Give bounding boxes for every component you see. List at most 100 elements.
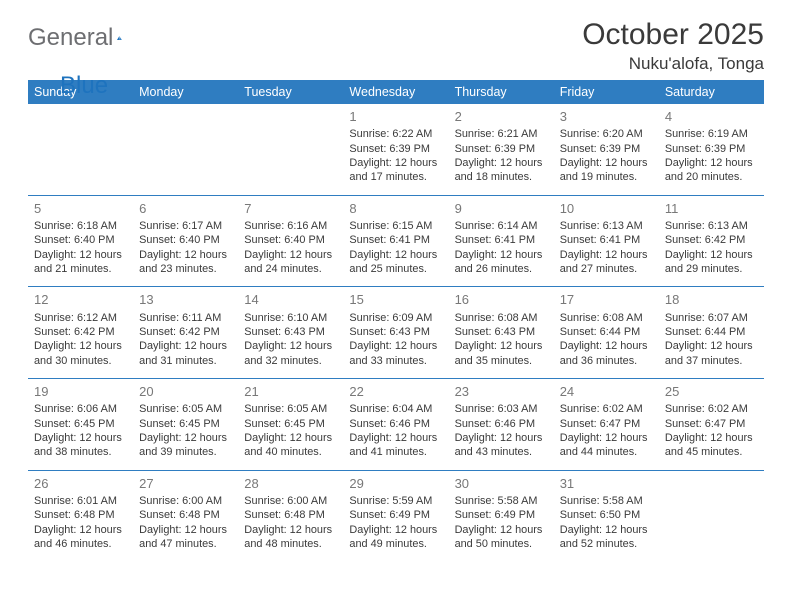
sunrise-text: Sunrise: 6:06 AM [34, 402, 127, 416]
daylight-text: Daylight: 12 hours [244, 523, 337, 537]
calendar-cell: 3Sunrise: 6:20 AMSunset: 6:39 PMDaylight… [554, 104, 659, 195]
daylight-text: and 17 minutes. [349, 170, 442, 184]
sunrise-text: Sunrise: 6:05 AM [244, 402, 337, 416]
sunset-text: Sunset: 6:45 PM [34, 417, 127, 431]
brand-blue: Blue [60, 72, 108, 100]
daylight-text: Daylight: 12 hours [349, 156, 442, 170]
sunrise-text: Sunrise: 6:11 AM [139, 311, 232, 325]
daylight-text: Daylight: 12 hours [349, 339, 442, 353]
daylight-text: Daylight: 12 hours [349, 248, 442, 262]
sunset-text: Sunset: 6:44 PM [665, 325, 758, 339]
daylight-text: Daylight: 12 hours [455, 156, 548, 170]
sunset-text: Sunset: 6:43 PM [455, 325, 548, 339]
calendar-cell: 30Sunrise: 5:58 AMSunset: 6:49 PMDayligh… [449, 470, 554, 561]
calendar-cell: 29Sunrise: 5:59 AMSunset: 6:49 PMDayligh… [343, 470, 448, 561]
sunrise-text: Sunrise: 6:03 AM [455, 402, 548, 416]
calendar-cell: 2Sunrise: 6:21 AMSunset: 6:39 PMDaylight… [449, 104, 554, 195]
sunrise-text: Sunrise: 5:58 AM [455, 494, 548, 508]
calendar-cell: 1 Sunrise: 6:22 AMSunset: 6:39 PMDaylight… [343, 104, 448, 195]
sunrise-text: Sunrise: 5:59 AM [349, 494, 442, 508]
calendar-cell: 11Sunrise: 6:13 AMSunset: 6:42 PMDayligh… [659, 195, 764, 287]
day-number: 29 [349, 475, 442, 492]
day-number: 15 [349, 291, 442, 308]
daylight-text: Daylight: 12 hours [560, 431, 653, 445]
daylight-text: and 31 minutes. [139, 354, 232, 368]
day-number: 27 [139, 475, 232, 492]
daylight-text: Daylight: 12 hours [139, 339, 232, 353]
daylight-text: and 47 minutes. [139, 537, 232, 551]
sunset-text: Sunset: 6:44 PM [560, 325, 653, 339]
day-number: 20 [139, 383, 232, 400]
day-header: Friday [554, 80, 659, 104]
day-number: 5 [34, 200, 127, 217]
calendar-cell: 21Sunrise: 6:05 AMSunset: 6:45 PMDayligh… [238, 379, 343, 471]
sunrise-text: Sunrise: 6:07 AM [665, 311, 758, 325]
sunset-text: Sunset: 6:39 PM [455, 142, 548, 156]
sunset-text: Sunset: 6:48 PM [244, 508, 337, 522]
daylight-text: and 45 minutes. [665, 445, 758, 459]
calendar-header-row: Sunday Monday Tuesday Wednesday Thursday… [28, 80, 764, 104]
sunrise-text: Sunrise: 6:08 AM [560, 311, 653, 325]
daylight-text: and 38 minutes. [34, 445, 127, 459]
sunrise-text: Sunrise: 6:01 AM [34, 494, 127, 508]
day-number: 31 [560, 475, 653, 492]
calendar-cell: 17Sunrise: 6:08 AMSunset: 6:44 PMDayligh… [554, 287, 659, 379]
daylight-text: Daylight: 12 hours [34, 339, 127, 353]
sunrise-text: Sunrise: 6:19 AM [665, 127, 758, 141]
calendar-body: 1Sunrise: 6:22 AMSunset: 6:39 PMDaylight… [28, 104, 764, 562]
day-number: 10 [560, 200, 653, 217]
sunset-text: Sunset: 6:39 PM [349, 142, 442, 156]
calendar-row: 26Sunrise: 6:01 AMSunset: 6:48 PMDayligh… [28, 470, 764, 561]
brand-general: General [28, 24, 113, 52]
day-number: 1 [349, 108, 442, 125]
brand-logo: General [28, 24, 145, 52]
daylight-text: and 43 minutes. [455, 445, 548, 459]
sunset-text: Sunset: 6:49 PM [455, 508, 548, 522]
sunrise-text: Sunrise: 6:21 AM [455, 127, 548, 141]
daylight-text: Daylight: 12 hours [665, 339, 758, 353]
daylight-text: Daylight: 12 hours [560, 339, 653, 353]
daylight-text: and 44 minutes. [560, 445, 653, 459]
calendar-cell [133, 104, 238, 195]
day-number: 24 [560, 383, 653, 400]
day-number: 6 [139, 200, 232, 217]
day-number: 23 [455, 383, 548, 400]
sunset-text: Sunset: 6:40 PM [139, 233, 232, 247]
sunset-text: Sunset: 6:40 PM [244, 233, 337, 247]
sunset-text: Sunset: 6:43 PM [349, 325, 442, 339]
daylight-text: Daylight: 12 hours [139, 248, 232, 262]
daylight-text: Daylight: 12 hours [455, 431, 548, 445]
sunrise-text: Sunrise: 6:10 AM [244, 311, 337, 325]
daylight-text: and 21 minutes. [34, 262, 127, 276]
daylight-text: Daylight: 12 hours [665, 156, 758, 170]
daylight-text: Daylight: 12 hours [349, 523, 442, 537]
daylight-text: and 23 minutes. [139, 262, 232, 276]
calendar-cell: 6 Sunrise: 6:17 AMSunset: 6:40 PMDaylight… [133, 195, 238, 287]
daylight-text: Daylight: 12 hours [34, 431, 127, 445]
calendar-cell: 9Sunrise: 6:14 AMSunset: 6:41 PMDaylight… [449, 195, 554, 287]
sunrise-text: Sunrise: 6:18 AM [34, 219, 127, 233]
daylight-text: and 35 minutes. [455, 354, 548, 368]
calendar-cell: 20Sunrise: 6:05 AMSunset: 6:45 PMDayligh… [133, 379, 238, 471]
sunset-text: Sunset: 6:48 PM [139, 508, 232, 522]
daylight-text: and 49 minutes. [349, 537, 442, 551]
daylight-text: Daylight: 12 hours [139, 523, 232, 537]
daylight-text: and 18 minutes. [455, 170, 548, 184]
daylight-text: and 27 minutes. [560, 262, 653, 276]
sunset-text: Sunset: 6:48 PM [34, 508, 127, 522]
sunrise-text: Sunrise: 6:20 AM [560, 127, 653, 141]
sunrise-text: Sunrise: 6:22 AM [349, 127, 442, 141]
sunrise-text: Sunrise: 6:04 AM [349, 402, 442, 416]
sunrise-text: Sunrise: 6:12 AM [34, 311, 127, 325]
day-header: Monday [133, 80, 238, 104]
calendar-cell: 7Sunrise: 6:16 AMSunset: 6:40 PMDaylight… [238, 195, 343, 287]
sunrise-text: Sunrise: 6:13 AM [560, 219, 653, 233]
sunrise-text: Sunrise: 6:17 AM [139, 219, 232, 233]
daylight-text: and 19 minutes. [560, 170, 653, 184]
sunset-text: Sunset: 6:41 PM [349, 233, 442, 247]
daylight-text: and 39 minutes. [139, 445, 232, 459]
sunset-text: Sunset: 6:45 PM [139, 417, 232, 431]
title-block: October 2025 Nuku'alofa, Tonga [582, 18, 764, 74]
daylight-text: and 36 minutes. [560, 354, 653, 368]
daylight-text: and 25 minutes. [349, 262, 442, 276]
